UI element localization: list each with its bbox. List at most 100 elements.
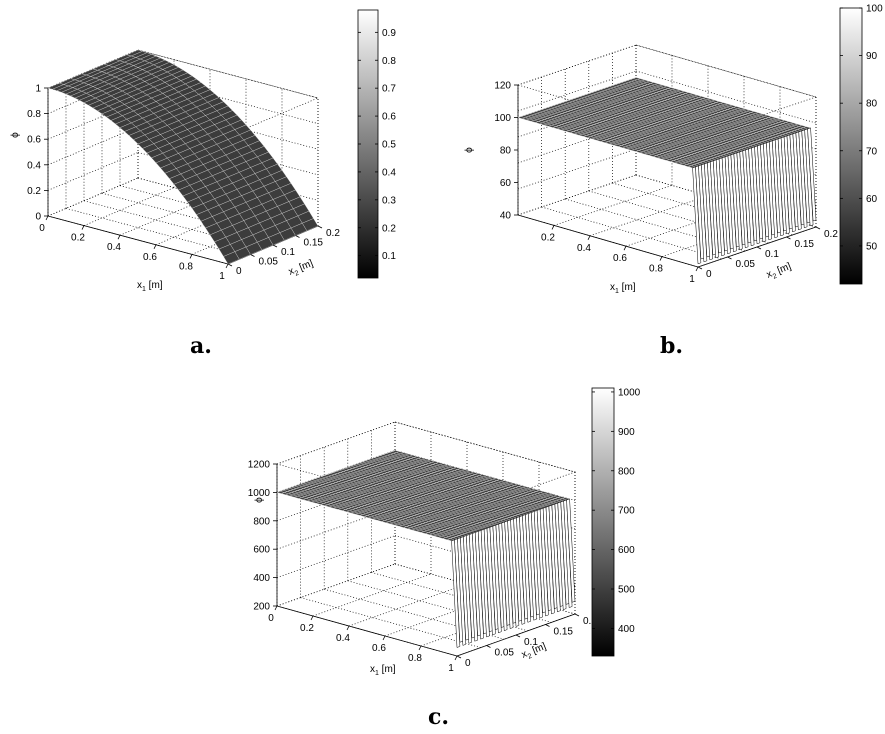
a-x-tick xyxy=(153,244,157,249)
b-drop-cell xyxy=(727,154,737,253)
c-drop-cell xyxy=(480,528,490,638)
c-drop-cell xyxy=(551,503,561,613)
c-x-tick-label: 0.6 xyxy=(372,643,386,654)
c-x-tick xyxy=(382,635,386,641)
b-drop-cell xyxy=(751,146,761,245)
a-z-label: ϕ xyxy=(10,132,21,138)
c-y-tick xyxy=(574,613,580,617)
c-drop-cell xyxy=(504,520,514,629)
c-x-tick-label: 0.2 xyxy=(300,623,314,634)
c-x-tick xyxy=(310,615,314,621)
b-drop-cell xyxy=(804,128,814,227)
c-colorbar xyxy=(591,387,615,657)
c-x-axis xyxy=(276,605,458,657)
c-drop-cell xyxy=(492,524,502,634)
a-grid-floor-y xyxy=(65,208,247,257)
b-grid-back-z xyxy=(635,70,817,124)
b-y-tick xyxy=(756,246,762,250)
b-drop-cell xyxy=(757,144,767,243)
b-x-tick xyxy=(551,225,555,230)
b-grid-floor-x xyxy=(589,195,709,237)
b-y-tick xyxy=(786,236,791,240)
c-drop-cell xyxy=(463,535,473,644)
c-y-tick-label: 0 xyxy=(465,658,471,669)
b-colorbar-label: 60 xyxy=(866,194,878,205)
b-x-tick xyxy=(587,235,591,240)
c-drop-cell xyxy=(528,512,537,621)
b-drop-cell xyxy=(721,156,731,255)
a-grid-left-z xyxy=(47,126,139,166)
c-y-tick xyxy=(486,645,491,648)
b-grid-floor-y xyxy=(541,206,722,260)
c-x-tick xyxy=(346,625,350,631)
b-drop-cell xyxy=(786,134,796,233)
c-colorbar-label: 600 xyxy=(618,545,635,556)
a-x-tick-label: 0.8 xyxy=(179,261,193,272)
b-drop-cell xyxy=(780,136,790,235)
b-y-tick xyxy=(727,256,732,260)
b-grid-back-z xyxy=(635,44,817,98)
c-grid-floor-y xyxy=(324,588,505,640)
c-drop-cell xyxy=(545,505,555,615)
c-grid-floor-x xyxy=(312,573,432,617)
c-z-label: ϕ xyxy=(254,497,265,503)
c-drop-cell xyxy=(451,539,461,648)
c-grid-left-z xyxy=(276,563,396,607)
b-grid-left-z xyxy=(517,148,637,190)
b-drop-cell xyxy=(774,138,784,237)
b-drop-cell xyxy=(739,150,749,249)
c-drop-cell xyxy=(469,533,478,642)
a-z-tick-label: 0.4 xyxy=(27,160,41,171)
caption-b: b. xyxy=(660,333,684,359)
a-x-tick-label: 0.6 xyxy=(143,252,157,263)
a-colorbar-label: 0.8 xyxy=(382,56,396,67)
c-y-tick xyxy=(515,634,521,638)
b-x-tick xyxy=(659,256,663,261)
c-x-tick-label: 0.8 xyxy=(408,653,422,664)
b-drop-cell xyxy=(763,142,773,241)
a-grid-left-z xyxy=(47,177,139,217)
b-drop-cell xyxy=(792,132,802,231)
b-x-tick-label: 1 xyxy=(689,274,695,285)
a-x-tick xyxy=(117,235,121,240)
b-x-tick-label: 0.4 xyxy=(577,243,591,254)
c-drop-cell xyxy=(533,510,543,619)
b-drop-cell xyxy=(733,152,743,251)
b-colorbar-label: 100 xyxy=(866,4,883,15)
a-y-label: x2 [m] xyxy=(287,258,316,280)
c-grid-left-z xyxy=(276,535,396,578)
a-surface-cell xyxy=(223,251,240,265)
b-x-tick-label: 0.8 xyxy=(649,264,663,275)
b-drop-cell xyxy=(715,158,725,257)
c-grid-floor-x xyxy=(348,583,468,627)
b-x-tick xyxy=(695,266,699,272)
c-colorbar-label: 400 xyxy=(618,624,635,635)
b-drop-cell xyxy=(807,127,817,222)
a-colorbar-label: 0.6 xyxy=(382,112,396,123)
b-y-tick-label: 0.05 xyxy=(736,259,756,270)
b-colorbar-label: 80 xyxy=(866,99,878,110)
b-y-tick-label: 0.1 xyxy=(765,249,779,260)
b-z-tick-label: 120 xyxy=(494,81,511,92)
b-colorbar-label: 90 xyxy=(866,51,878,62)
b-colorbar-label: 70 xyxy=(866,146,878,157)
b-z-tick-label: 40 xyxy=(500,211,512,222)
a-z-tick-label: 0.6 xyxy=(27,135,41,146)
c-z-tick-label: 1000 xyxy=(248,488,271,499)
c-grid-floor-y xyxy=(300,597,481,648)
b-z-label: ϕ xyxy=(464,147,475,153)
c-drop-cell xyxy=(510,518,520,627)
b-colorbar xyxy=(839,7,863,285)
b-drop-cell xyxy=(798,130,808,229)
c-x-tick xyxy=(418,645,422,651)
a-grid-left-z xyxy=(47,152,139,191)
c-y-tick xyxy=(545,624,550,627)
b-z-tick-label: 60 xyxy=(500,178,512,189)
a-colorbar-label: 0.2 xyxy=(382,223,396,234)
c-colorbar-label: 1000 xyxy=(618,387,641,398)
b-z-tick-label: 80 xyxy=(500,146,512,157)
c-drop-cell xyxy=(457,537,467,646)
c-colorbar-label: 500 xyxy=(618,585,635,596)
a-colorbar-label: 0.7 xyxy=(382,84,396,95)
